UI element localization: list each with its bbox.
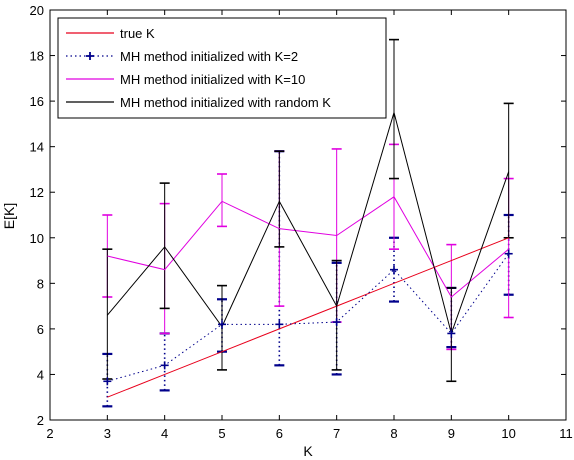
plot-frame (49, 9, 567, 421)
x-axis-ticks: 2 3 4 5 6 7 8 9 10 11 (46, 10, 573, 441)
legend-label: true K (120, 26, 155, 41)
legend-label: MH method initialized with K=2 (120, 49, 298, 64)
x-tick-label: 6 (276, 426, 283, 441)
y-tick-label: 14 (30, 140, 44, 155)
x-tick-label: 3 (104, 426, 111, 441)
legend: true K MH method initialized with K=2 MH m… (57, 17, 387, 119)
legend-label: MH method initialized with K=10 (120, 72, 305, 87)
y-tick-label: 6 (37, 322, 44, 337)
legend-label: MH method initialized with random K (120, 95, 331, 110)
y-tick-label: 8 (37, 276, 44, 291)
x-tick-label: 2 (46, 426, 53, 441)
x-tick-label: 7 (333, 426, 340, 441)
y-tick-label: 12 (30, 185, 44, 200)
legend-box (57, 17, 387, 119)
y-tick-label: 2 (37, 413, 44, 428)
y-axis-label: E[K] (1, 203, 17, 229)
y-tick-label: 20 (30, 3, 44, 18)
y-tick-label: 16 (30, 94, 44, 109)
series-line (106, 110, 510, 336)
series-markers (103, 249, 513, 386)
x-axis-label: K (303, 443, 313, 459)
x-tick-label: 10 (501, 426, 515, 441)
y-tick-label: 18 (30, 49, 44, 64)
x-tick-label: 4 (161, 426, 168, 441)
x-tick-label: 8 (390, 426, 397, 441)
series-lines (106, 110, 510, 398)
y-tick-label: 10 (30, 231, 44, 246)
y-axis-ticks: 2 4 6 8 10 12 14 16 18 20 (30, 3, 566, 428)
series-line (107, 237, 509, 398)
y-tick-label: 4 (37, 367, 44, 382)
series-line (107, 253, 510, 382)
x-tick-label: 11 (559, 426, 573, 441)
series-line (107, 196, 509, 298)
x-tick-label: 5 (218, 426, 225, 441)
x-tick-label: 9 (448, 426, 455, 441)
